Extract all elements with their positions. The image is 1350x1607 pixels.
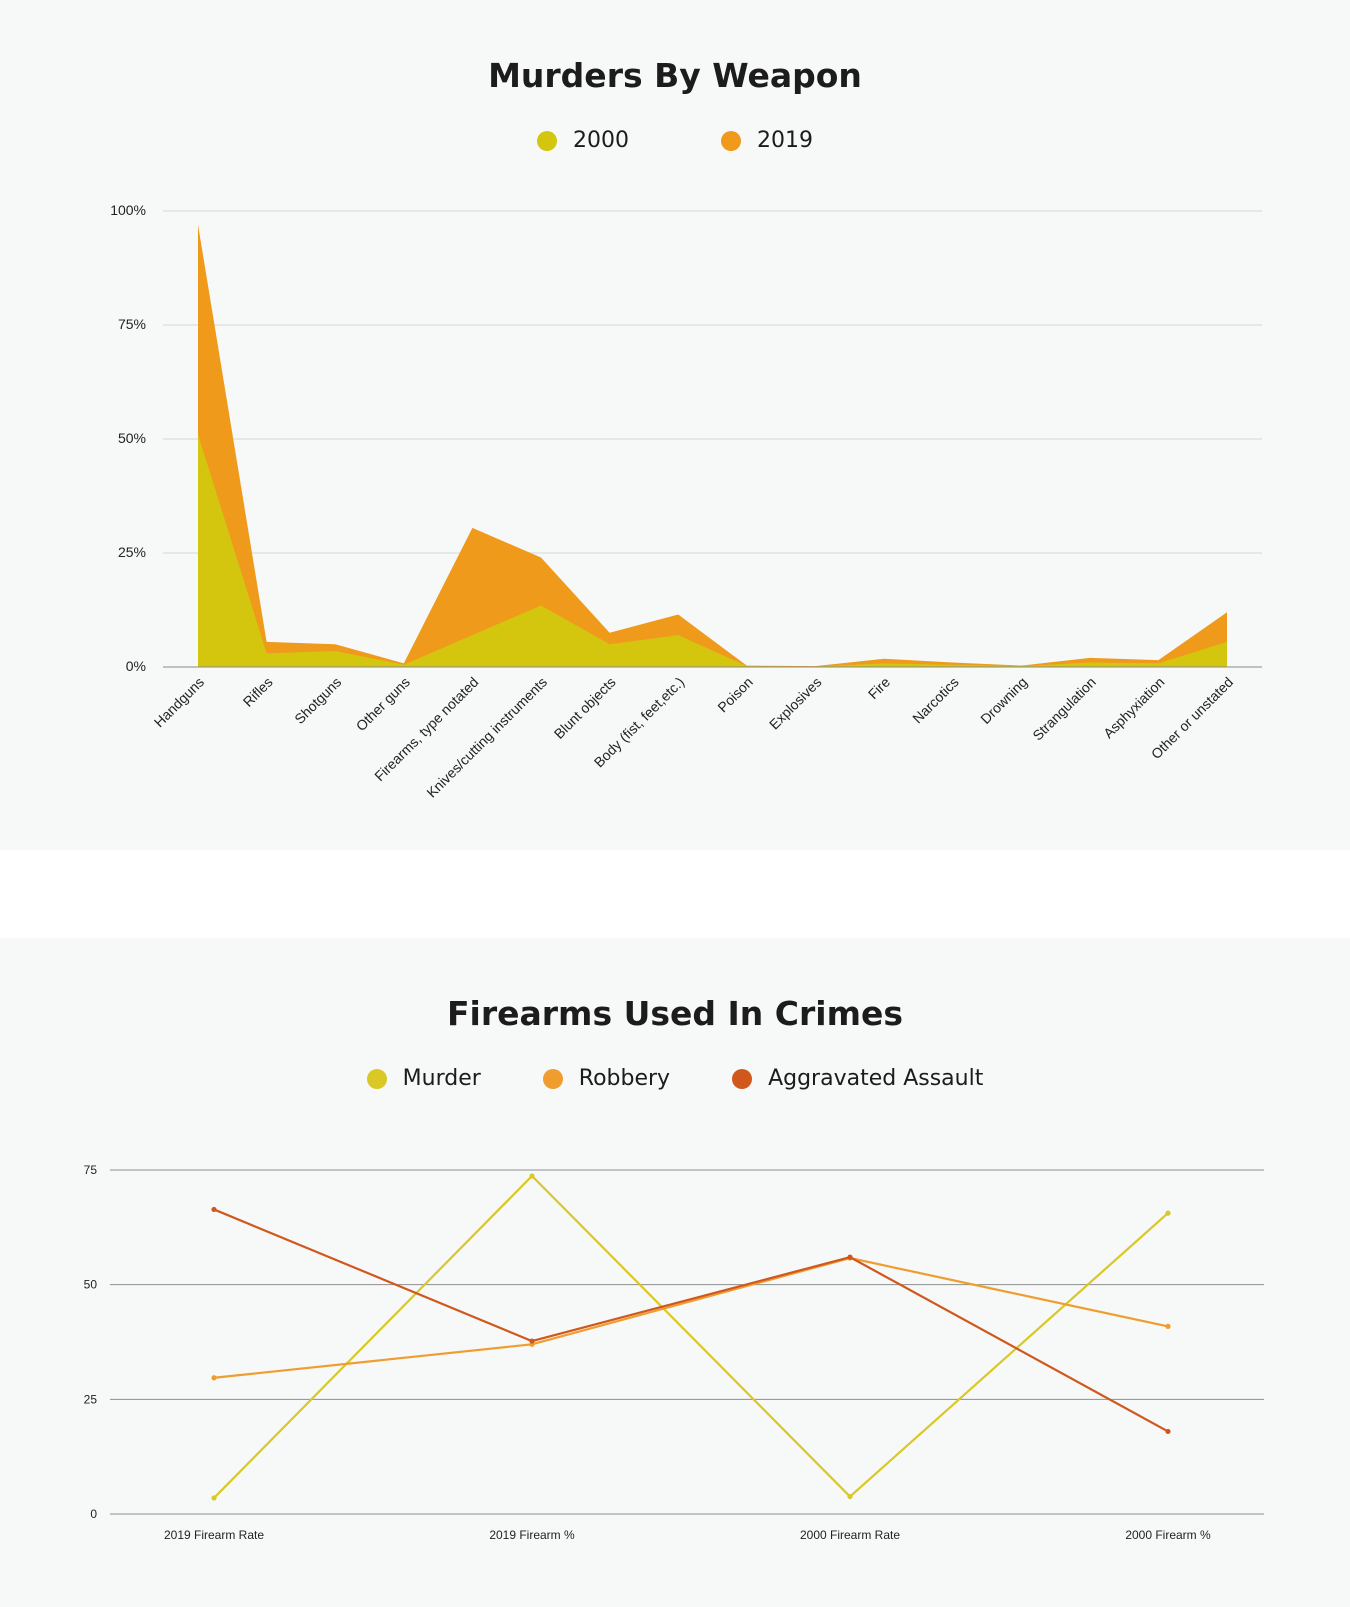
- data-point: [847, 1254, 853, 1260]
- legend-swatch: [542, 1068, 563, 1089]
- legend-swatch: [537, 130, 557, 151]
- legend-item: Aggravated Assault: [732, 1066, 983, 1091]
- x-tick-label: Fire: [865, 674, 894, 703]
- murders-by-weapon-panel: Murders By Weapon 2000 2019 0% 25% 50% 75% 10…: [0, 56, 1350, 801]
- y-tick-label: 0: [90, 1507, 97, 1521]
- legend-label: Murder: [402, 1066, 481, 1091]
- series-line: [213, 1256, 1169, 1379]
- area-series-2019: [198, 224, 1227, 667]
- x-tick-label: Knives/cutting instruments: [423, 674, 550, 801]
- legend-item: Robbery: [542, 1066, 671, 1091]
- chart-legend: 2000 2019: [0, 128, 1350, 153]
- data-point: [1165, 1428, 1171, 1435]
- x-tick-label: Handguns: [151, 674, 207, 730]
- x-tick-label: Explosives: [766, 674, 825, 733]
- legend-swatch: [721, 130, 741, 151]
- firearms-used-in-crimes-panel: Firearms Used In Crimes Murder Robbery Agg…: [0, 938, 1350, 1607]
- area-chart: 0% 25% 50% 75% 100% Handguns Rifles Shotguns Oth…: [110, 202, 1262, 801]
- data-point: [529, 1338, 535, 1344]
- y-tick-label: 75: [84, 1163, 98, 1177]
- y-tick-label: 75%: [118, 316, 146, 332]
- data-point: [1165, 1210, 1171, 1216]
- x-tick-label: Drowning: [977, 674, 1030, 727]
- legend-item: Murder: [366, 1066, 481, 1091]
- x-tick-label: 2019 Firearm Rate: [164, 1528, 264, 1542]
- y-tick-label: 25: [84, 1392, 98, 1406]
- legend-label: Aggravated Assault: [768, 1066, 984, 1091]
- legend-label: Robbery: [578, 1066, 671, 1091]
- x-tick-label: Poison: [714, 674, 756, 716]
- x-tick-label: Strangulation: [1029, 674, 1099, 744]
- series-line: [213, 1174, 1169, 1499]
- y-tick-label: 50: [84, 1278, 98, 1292]
- chart-title: Murders By Weapon: [488, 56, 862, 95]
- x-tick-label: Shotguns: [291, 674, 344, 727]
- x-tick-label: Other guns: [353, 674, 413, 734]
- data-point: [211, 1375, 217, 1381]
- legend-swatch: [366, 1068, 387, 1089]
- x-tick-label: 2000 Firearm Rate: [800, 1528, 900, 1542]
- y-tick-label: 0%: [126, 658, 146, 674]
- data-point: [211, 1206, 217, 1213]
- data-point: [847, 1493, 853, 1500]
- x-tick-label: Asphyxiation: [1100, 674, 1167, 741]
- legend-label: 2019: [757, 128, 813, 153]
- x-tick-label: Rifles: [240, 674, 276, 710]
- legend-label: 2000: [573, 128, 629, 153]
- area-series-2000: [198, 434, 1227, 667]
- data-point: [1165, 1323, 1171, 1330]
- y-tick-label: 50%: [118, 430, 146, 446]
- chart-legend: Murder Robbery Aggravated Assault: [0, 1066, 1350, 1091]
- x-tick-label: Blunt objects: [551, 674, 619, 742]
- data-point: [529, 1173, 535, 1179]
- legend-swatch: [732, 1068, 753, 1089]
- series-line: [213, 1208, 1169, 1433]
- chart-title: Firearms Used In Crimes: [447, 994, 903, 1033]
- x-tick-label: 2019 Firearm %: [489, 1528, 575, 1542]
- legend-item: 2000: [537, 128, 629, 153]
- y-tick-label: 25%: [118, 544, 146, 560]
- x-tick-label: Narcotics: [909, 674, 962, 727]
- legend-item: 2019: [721, 128, 813, 153]
- line-chart: 0 25 50 75 2019 Firearm Rate 2019 Firearm % 20…: [84, 1163, 1264, 1542]
- y-tick-label: 100%: [110, 202, 146, 218]
- x-tick-label: 2000 Firearm %: [1125, 1528, 1211, 1542]
- data-point: [211, 1495, 217, 1501]
